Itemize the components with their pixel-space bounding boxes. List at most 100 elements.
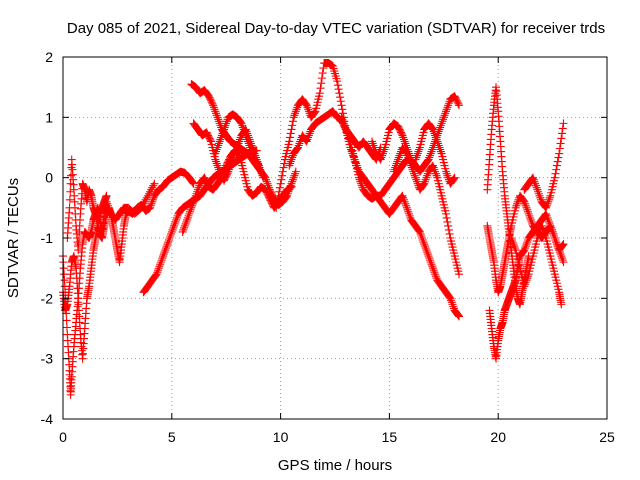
- data-point: [277, 175, 286, 184]
- data-point: [224, 167, 233, 176]
- data-point: [164, 236, 173, 245]
- data-point: [423, 250, 432, 259]
- data-point: [212, 109, 221, 118]
- data-point: [551, 169, 560, 178]
- data-point: [157, 256, 166, 265]
- data-point: [214, 141, 223, 150]
- data-point: [442, 105, 451, 114]
- data-point: [345, 135, 354, 144]
- data-point: [424, 252, 433, 261]
- y-tick-label: 1: [45, 109, 53, 125]
- data-point: [304, 131, 313, 140]
- data-point: [401, 199, 410, 208]
- data-point: [523, 205, 532, 214]
- data-point: [194, 183, 203, 192]
- data-point: [540, 229, 549, 238]
- data-point: [450, 173, 459, 182]
- data-point: [547, 223, 556, 232]
- data-point: [336, 97, 345, 106]
- data-point: [187, 203, 196, 212]
- data-point: [285, 137, 294, 146]
- data-point: [212, 145, 221, 154]
- data-point: [400, 137, 409, 146]
- data-point: [402, 201, 411, 210]
- data-point: [431, 167, 440, 176]
- data-point: [232, 145, 241, 154]
- data-point: [217, 133, 226, 142]
- data-point: [288, 121, 297, 130]
- data-point: [527, 217, 536, 226]
- data-point: [542, 203, 551, 212]
- data-point: [454, 311, 463, 320]
- data-point: [158, 254, 167, 263]
- data-point: [431, 169, 440, 178]
- axes: 0 5 10 15 20 25 -4 -3 -2 -1 0 1 2: [41, 49, 615, 445]
- data-point: [427, 147, 436, 156]
- data-point: [287, 179, 296, 188]
- data-point: [304, 133, 313, 142]
- data-point: [286, 129, 295, 138]
- data-point: [532, 183, 541, 192]
- data-point: [62, 316, 71, 325]
- data-point: [144, 189, 153, 198]
- data-point: [254, 161, 263, 170]
- data-point: [404, 209, 413, 218]
- data-point: [557, 134, 566, 143]
- data-point: [66, 171, 75, 180]
- data-point: [302, 101, 311, 110]
- data-point: [272, 203, 281, 212]
- data-point: [257, 169, 266, 178]
- data-point: [222, 117, 231, 126]
- data-point: [549, 229, 558, 238]
- data-point: [415, 227, 424, 236]
- data-point: [530, 177, 539, 186]
- data-point: [533, 185, 542, 194]
- data-point: [209, 103, 218, 112]
- data-point: [413, 149, 422, 158]
- data-point: [167, 229, 176, 238]
- data-point: [214, 165, 223, 174]
- data-point: [443, 217, 452, 226]
- data-point: [436, 147, 445, 156]
- data-point: [355, 175, 364, 184]
- data-point: [552, 238, 561, 247]
- data-point: [400, 197, 409, 206]
- data-point: [531, 181, 540, 190]
- data-point: [433, 137, 442, 146]
- data-point: [558, 129, 567, 138]
- data-point: [336, 93, 345, 102]
- data-point: [167, 227, 176, 236]
- data-point: [526, 213, 535, 222]
- data-point: [206, 135, 215, 144]
- data-point: [444, 221, 453, 230]
- data-point: [193, 185, 202, 194]
- data-point: [291, 169, 300, 178]
- y-tick-label: -2: [41, 290, 54, 306]
- data-point: [435, 143, 444, 152]
- data-point: [290, 171, 299, 180]
- data-point: [240, 127, 249, 136]
- y-tick-label: 2: [45, 49, 53, 65]
- data-point: [405, 211, 414, 220]
- data-point: [439, 113, 448, 122]
- data-point: [335, 89, 344, 98]
- data-point: [453, 310, 462, 319]
- data-point: [428, 262, 437, 271]
- data-point: [210, 105, 219, 114]
- data-point: [441, 209, 450, 218]
- data-point: [378, 149, 387, 158]
- data-point: [235, 117, 244, 126]
- data-point: [512, 201, 521, 210]
- data-point: [286, 157, 295, 166]
- data-point: [235, 135, 244, 144]
- data-point: [536, 193, 545, 202]
- data-point: [211, 149, 220, 158]
- data-point: [292, 145, 301, 154]
- data-point: [438, 117, 447, 126]
- data-point: [149, 181, 158, 190]
- data-point: [402, 203, 411, 212]
- data-point: [163, 240, 172, 249]
- data-point: [223, 169, 232, 178]
- data-point: [65, 195, 74, 204]
- data-point: [523, 238, 532, 247]
